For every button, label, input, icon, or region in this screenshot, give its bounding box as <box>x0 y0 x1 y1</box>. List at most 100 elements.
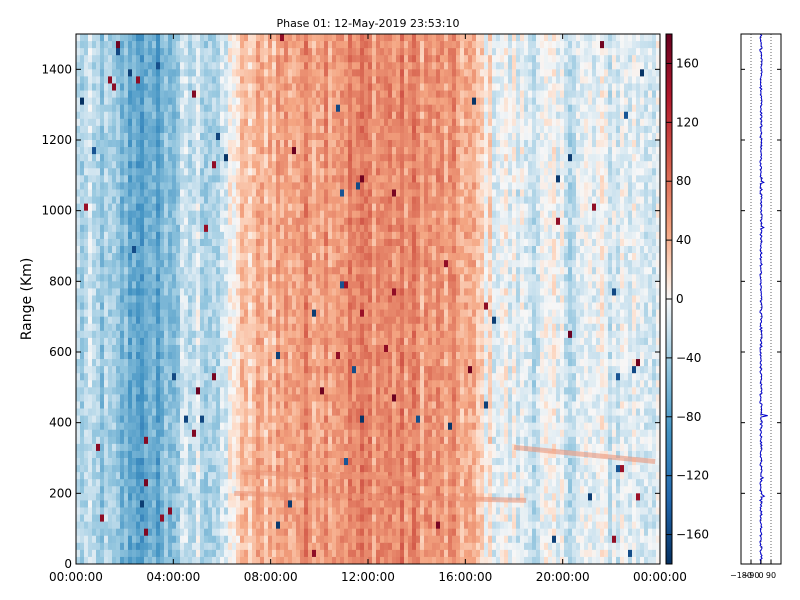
heatmap-cell <box>256 189 261 197</box>
heatmap-cell <box>236 189 241 197</box>
heatmap-cell <box>108 514 113 522</box>
heatmap-cell <box>228 281 233 289</box>
heatmap-cell <box>280 493 285 501</box>
heatmap-cell <box>264 323 269 332</box>
heatmap-cell <box>104 118 109 127</box>
heatmap-cell <box>168 443 173 452</box>
heatmap-cell <box>296 246 301 254</box>
heatmap-cell <box>248 415 253 424</box>
heatmap-cell <box>224 316 229 325</box>
heatmap-cell <box>148 443 153 452</box>
heatmap-cell <box>120 337 125 346</box>
heatmap-cell <box>200 274 205 282</box>
heatmap-cell <box>192 69 197 77</box>
heatmap-cell <box>244 429 249 438</box>
heatmap-cell <box>220 210 225 219</box>
heatmap-cell <box>284 323 289 332</box>
heatmap-cell <box>164 182 169 190</box>
heatmap-cell <box>176 521 181 530</box>
heatmap-cell <box>252 352 257 360</box>
heatmap-cell <box>244 295 249 303</box>
heatmap-cell <box>164 168 169 176</box>
heatmap-cell <box>328 380 333 388</box>
heatmap-cell <box>200 380 205 388</box>
heatmap-cell <box>128 443 133 452</box>
heatmap-cell <box>188 104 193 113</box>
heatmap-cell <box>260 267 265 275</box>
heatmap-cell <box>152 260 157 268</box>
heatmap-cell <box>156 140 161 148</box>
heatmap-cell <box>240 373 245 381</box>
heatmap-cell <box>284 521 289 530</box>
heatmap-cell <box>296 48 301 56</box>
heatmap-cell <box>324 465 329 473</box>
heatmap-cell <box>80 260 85 268</box>
heatmap-cell <box>308 48 313 56</box>
heatmap-cell <box>328 394 333 402</box>
heatmap-cell <box>320 175 325 183</box>
heatmap-cell <box>92 111 97 120</box>
heatmap-cell <box>112 394 117 402</box>
heatmap-cell <box>172 196 177 204</box>
heatmap-cell <box>100 41 105 49</box>
heatmap-cell <box>268 366 273 374</box>
heatmap-cell <box>180 147 185 155</box>
heatmap-cell <box>264 373 269 381</box>
heatmap-cell <box>144 316 149 325</box>
heatmap-cell <box>196 366 201 374</box>
heatmap-cell <box>100 274 105 282</box>
heatmap-cell <box>284 422 289 431</box>
heatmap-cell <box>180 535 185 544</box>
heatmap-cell <box>172 203 177 212</box>
heatmap-cell <box>244 140 249 148</box>
heatmap-cell <box>156 267 161 275</box>
heatmap-cell <box>160 224 165 233</box>
heatmap-cell <box>180 359 185 367</box>
heatmap-cell <box>316 450 321 459</box>
heatmap-cell <box>204 472 209 480</box>
heatmap-cell <box>100 97 105 106</box>
heatmap-cell <box>144 323 149 332</box>
heatmap-cell <box>188 281 193 289</box>
heatmap-cell <box>108 281 113 289</box>
heatmap-cell <box>96 118 101 127</box>
heatmap-cell <box>132 429 137 438</box>
heatmap-cell <box>172 337 177 346</box>
heatmap-cell <box>228 246 233 254</box>
heatmap-cell <box>188 323 193 332</box>
heatmap-cell <box>188 373 193 381</box>
heatmap-cell <box>328 330 333 339</box>
heatmap-cell <box>228 535 233 544</box>
heatmap-cell <box>168 556 173 565</box>
heatmap-cell <box>244 175 249 183</box>
heatmap-cell <box>340 274 345 282</box>
heatmap-cell <box>204 486 209 494</box>
heatmap-cell <box>144 175 149 183</box>
heatmap-cell <box>328 253 333 261</box>
heatmap-cell <box>268 458 273 466</box>
heatmap-cell <box>300 528 305 537</box>
heatmap-cell <box>304 387 309 395</box>
heatmap-cell <box>220 514 225 522</box>
heatmap-cell <box>248 493 253 501</box>
heatmap-cell <box>224 83 229 91</box>
heatmap-cell <box>92 48 97 56</box>
heatmap-cell <box>168 260 173 268</box>
heatmap-cell <box>172 302 177 310</box>
heatmap-cell <box>252 118 257 127</box>
heatmap-cell <box>80 111 85 120</box>
heatmap-cell <box>304 288 309 296</box>
heatmap-cell <box>316 479 321 487</box>
heatmap-cell <box>240 168 245 176</box>
heatmap-cell <box>112 55 117 63</box>
heatmap-cell <box>196 302 201 310</box>
heatmap-cell <box>312 521 317 530</box>
heatmap-cell <box>316 41 321 49</box>
heatmap-cell <box>244 408 249 416</box>
heatmap-cell <box>256 472 261 480</box>
heatmap-cell <box>284 366 289 374</box>
heatmap-cell <box>128 203 133 212</box>
heatmap-cell <box>288 443 293 452</box>
heatmap-cell <box>224 76 229 84</box>
heatmap-cell <box>220 41 225 49</box>
